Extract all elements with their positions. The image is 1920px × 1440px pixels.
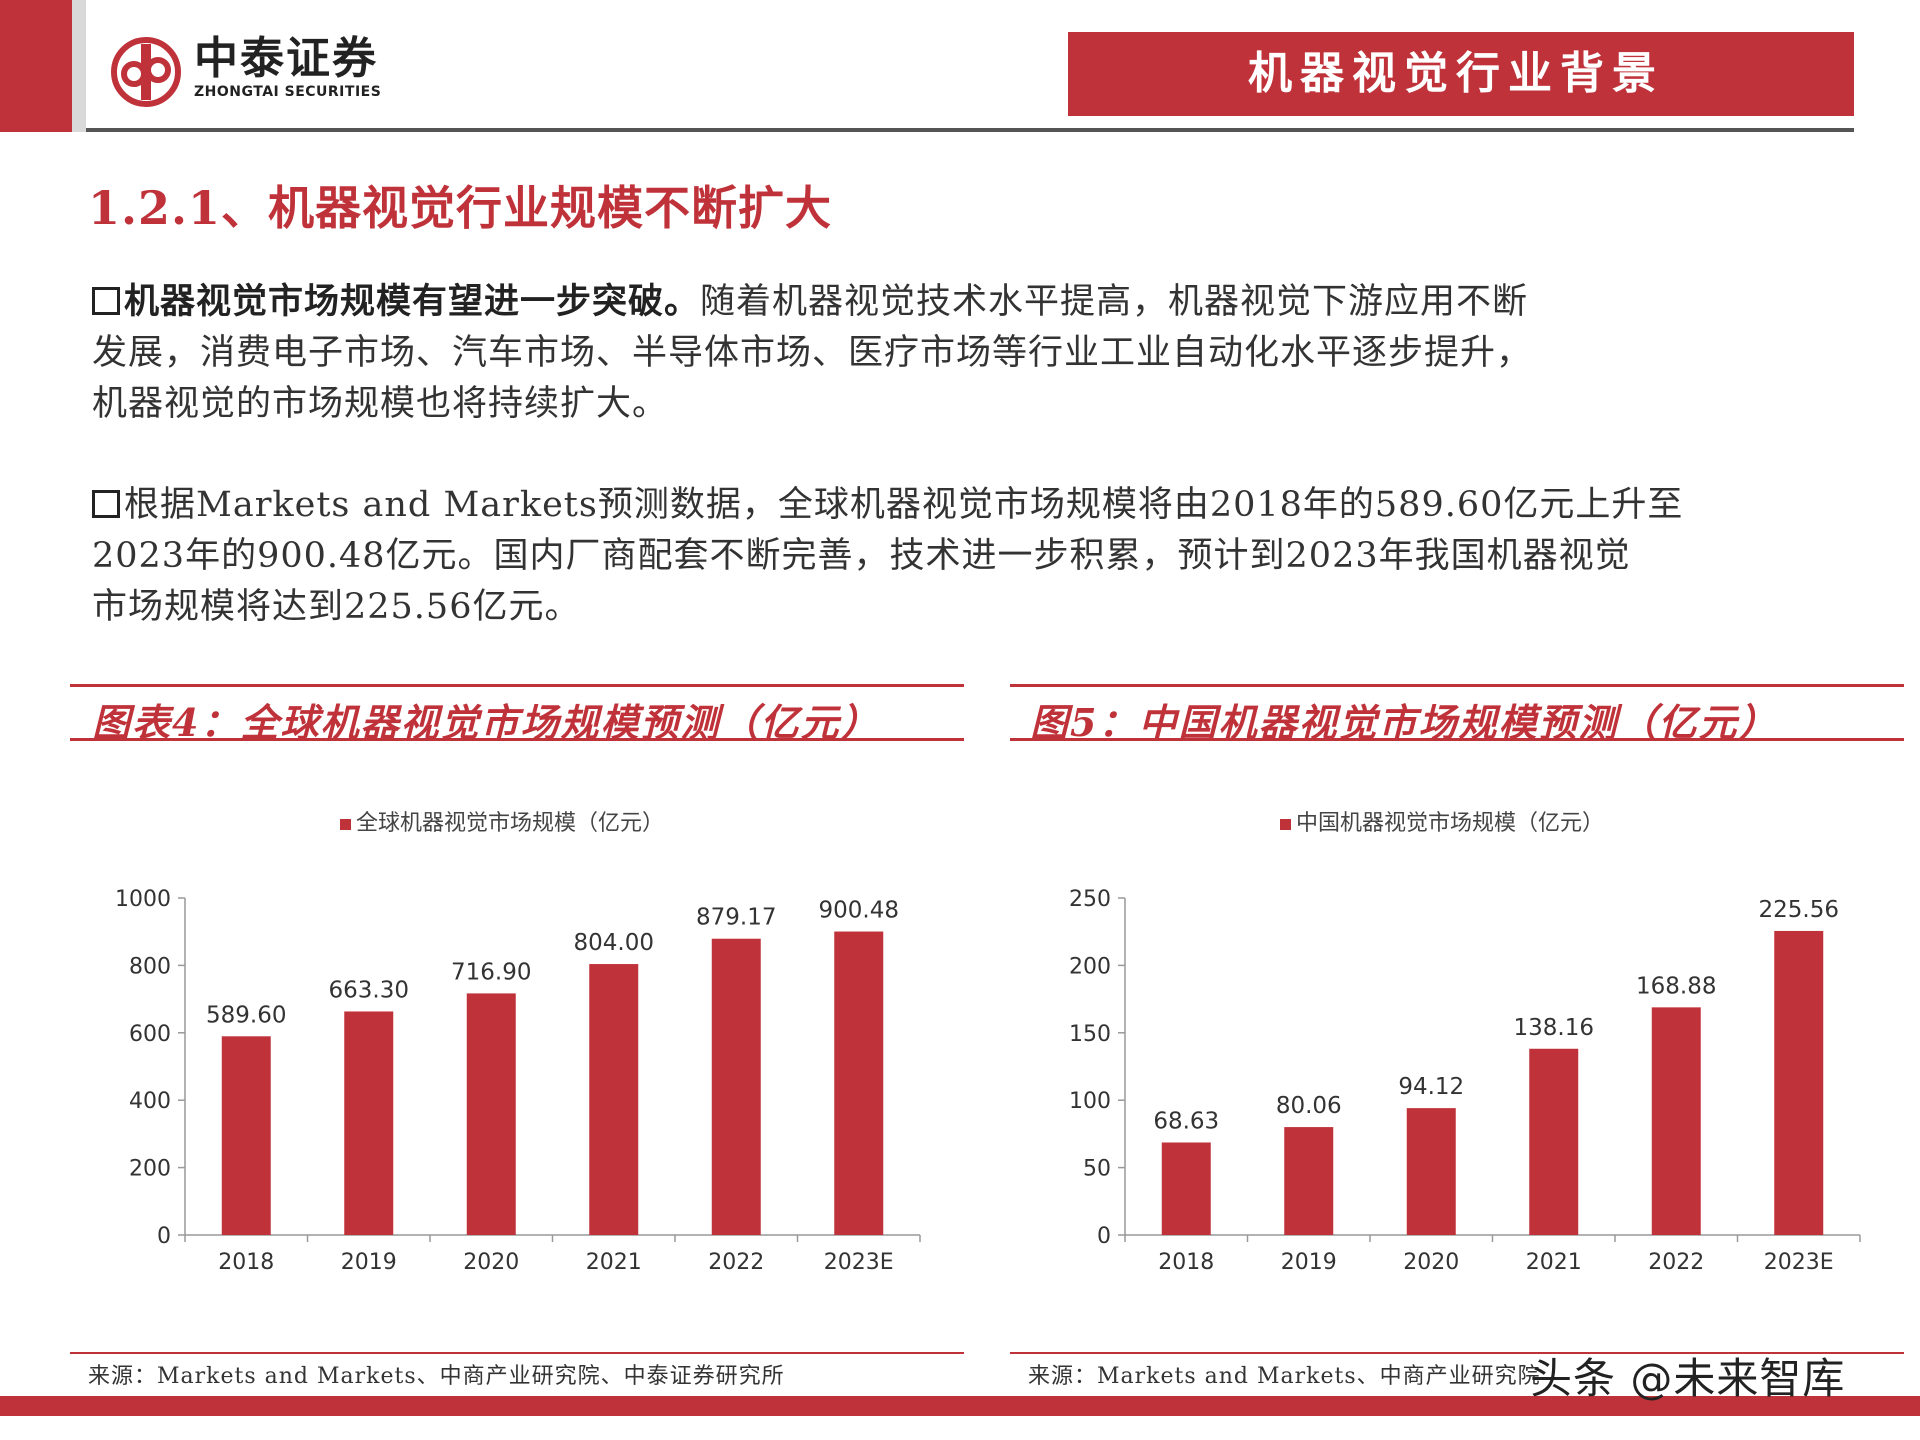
y-tick-label: 1000 [115, 887, 171, 912]
y-tick-label: 400 [129, 1089, 171, 1114]
header-divider [86, 128, 1854, 132]
x-tick-label: 2023E [824, 1250, 894, 1275]
x-tick-label: 2019 [1281, 1250, 1337, 1275]
y-tick-label: 600 [129, 1022, 171, 1047]
figure-1-title: 图表4：全球机器视觉市场规模预测（亿元） [92, 700, 881, 745]
bar-data-label: 138.16 [1514, 1015, 1594, 1041]
bar-data-label: 168.88 [1636, 973, 1716, 999]
paragraph-1-lead: 机器视觉市场规模有望进一步突破。 [124, 281, 701, 322]
legend-swatch [340, 819, 351, 830]
figure-2-bottom-rule [1010, 738, 1904, 741]
y-tick-label: 0 [1097, 1224, 1111, 1249]
y-tick-label: 200 [129, 1157, 171, 1182]
paragraph-1-line1: 随着机器视觉技术水平提高，机器视觉下游应用不断 [700, 282, 1529, 322]
global-market-bar-chart: 全球机器视觉市场规模（亿元） 0 200 400 600 800 1000 589.60 201… [115, 811, 921, 1275]
x-tick-label: 2022 [708, 1250, 764, 1275]
y-tick-label: 0 [157, 1224, 171, 1249]
figure-1-source: 来源：Markets and Markets、中商产业研究院、中泰证券研究所 [88, 1364, 785, 1389]
bar-data-label: 68.63 [1153, 1108, 1219, 1134]
legend-label: 中国机器视觉市场规模（亿元） [1296, 811, 1604, 836]
bar [1774, 930, 1824, 1235]
x-tick-label: 2022 [1648, 1250, 1704, 1275]
x-tick-label: 2020 [1403, 1250, 1459, 1275]
legend-label: 全球机器视觉市场规模（亿元） [356, 811, 664, 836]
figure-2-source-rule [1010, 1352, 1904, 1354]
paragraph-1-line3: 机器视觉的市场规模也将持续扩大。 [92, 384, 669, 424]
figure-2-top-rule [1010, 684, 1904, 687]
bar-data-label: 716.90 [451, 959, 531, 985]
watermark: 头条 @未来智库 [1530, 1354, 1846, 1403]
figure-1-source-rule [70, 1352, 964, 1354]
bar [221, 1036, 271, 1235]
bar-data-label: 879.17 [696, 905, 776, 931]
paragraph-2-line1: 根据Markets and Markets预测数据，全球机器视觉市场规模将由20… [124, 485, 1684, 525]
bar [1284, 1127, 1334, 1235]
bar-data-label: 589.60 [206, 1002, 286, 1028]
logo-mark-icon [111, 37, 181, 107]
bar-data-label: 225.56 [1759, 897, 1839, 923]
x-tick-label: 2019 [341, 1250, 397, 1275]
logo-english-name: ZHONGTAI SECURITIES [194, 84, 382, 100]
paragraph-2-line2: 2023年的900.48亿元。国内厂商配套不断完善，技术进一步积累，预计到202… [92, 536, 1631, 576]
legend-swatch [1280, 819, 1291, 830]
y-tick-label: 150 [1069, 1022, 1111, 1047]
figure-1-bottom-rule [70, 738, 964, 741]
x-tick-label: 2018 [1158, 1250, 1214, 1275]
figure-2-source: 来源：Markets and Markets、中商产业研究院 [1028, 1364, 1541, 1389]
bullet-square-icon [92, 287, 120, 315]
x-tick-label: 2020 [463, 1250, 519, 1275]
bar-data-label: 663.30 [329, 977, 409, 1003]
bar [711, 938, 761, 1235]
y-tick-label: 800 [129, 954, 171, 979]
y-tick-label: 50 [1083, 1157, 1111, 1182]
bar [589, 964, 639, 1235]
header-left-strip-shadow [72, 0, 86, 132]
x-tick-label: 2018 [218, 1250, 274, 1275]
bullet-square-icon [92, 490, 120, 518]
china-market-bar-chart: 中国机器视觉市场规模（亿元） 0 50 100 150 200 250 68.63 2018 80… [1069, 811, 1861, 1275]
bar [466, 993, 516, 1235]
bar [344, 1011, 394, 1235]
bar [1651, 1007, 1701, 1235]
paragraph-1-line2: 发展，消费电子市场、汽车市场、半导体市场、医疗市场等行业工业自动化水平逐步提升， [92, 333, 1533, 373]
bar-data-label: 900.48 [819, 898, 899, 924]
bar [1161, 1142, 1211, 1235]
figure-1-top-rule [70, 684, 964, 687]
figure-2-title: 图5：中国机器视觉市场规模预测（亿元） [1030, 700, 1779, 745]
bar [1529, 1048, 1579, 1235]
chart-legend: 中国机器视觉市场规模（亿元） [1280, 811, 1604, 836]
bar-data-label: 80.06 [1276, 1093, 1342, 1119]
chart-legend: 全球机器视觉市场规模（亿元） [340, 811, 664, 836]
bar [1406, 1108, 1456, 1235]
y-tick-label: 250 [1069, 887, 1111, 912]
footer-bar [0, 1396, 1920, 1416]
bar-data-label: 804.00 [574, 930, 654, 956]
company-logo: 中泰证券 ZHONGTAI SECURITIES [110, 34, 430, 110]
header-left-strip [0, 0, 72, 132]
bar-data-label: 94.12 [1398, 1074, 1464, 1100]
paragraph-2-line3: 市场规模将达到225.56亿元。 [92, 587, 581, 627]
paragraph-1: 机器视觉市场规模有望进一步突破。随着机器视觉技术水平提高，机器视觉下游应用不断 … [92, 276, 1852, 430]
bar [834, 931, 884, 1235]
y-tick-label: 100 [1069, 1089, 1111, 1114]
x-tick-label: 2021 [586, 1250, 642, 1275]
logo-chinese-name: 中泰证券 [194, 33, 378, 84]
section-tag: 机器视觉行业背景 [1068, 32, 1854, 116]
x-tick-label: 2021 [1526, 1250, 1582, 1275]
x-tick-label: 2023E [1764, 1250, 1834, 1275]
paragraph-2: 根据Markets and Markets预测数据，全球机器视觉市场规模将由20… [92, 480, 1852, 633]
y-tick-label: 200 [1069, 954, 1111, 979]
section-title: 1.2.1、机器视觉行业规模不断扩大 [88, 181, 833, 235]
